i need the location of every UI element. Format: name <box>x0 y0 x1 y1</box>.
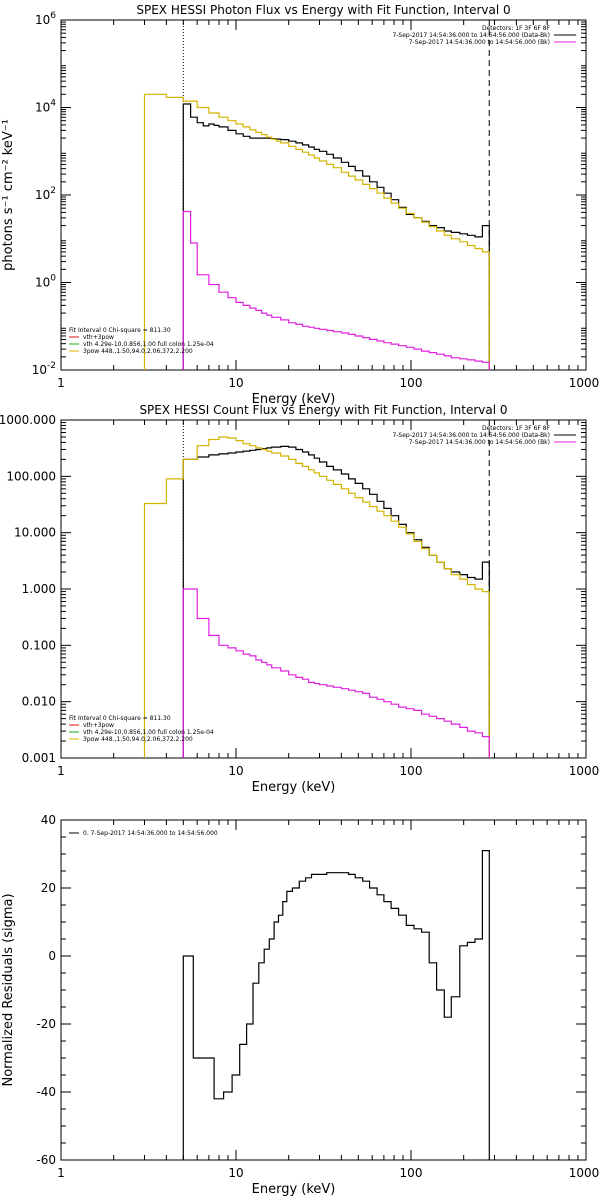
legend-entry-1: 7-Sep-2017 14:54:36.000 to 14:54:56.000 … <box>392 32 550 39</box>
x-axis-label: Energy (keV) <box>252 780 336 795</box>
y-tick-label: 104 <box>35 99 56 115</box>
x-tick-label: 100 <box>400 1166 423 1180</box>
series-line-0 <box>182 445 490 758</box>
y-axis-label: photons s⁻¹ cm⁻² keV⁻¹ <box>1 119 16 271</box>
y-tick-exponent: 0 <box>50 274 56 284</box>
x-tick-label: 1 <box>57 376 65 390</box>
chart-panel-1: SPEX HESSI Count Flux vs Energy with Fit… <box>0 403 599 795</box>
x-tick-label: 100 <box>400 376 423 390</box>
y-tick-label: 0.100 <box>22 638 56 652</box>
legend-entry-0: Detectors: 1F 3F 6F 8F <box>482 425 551 432</box>
plot-frame-2 <box>60 819 587 1161</box>
chart-title-0: SPEX HESSI Photon Flux vs Energy with Fi… <box>136 3 510 17</box>
chart-title-1: SPEX HESSI Count Flux vs Energy with Fit… <box>139 403 507 417</box>
y-tick-label: 0.001 <box>22 751 56 765</box>
y-tick-label: 10.000 <box>14 526 56 540</box>
fit-legend-entry-3: 3pow 448.,1.50,94.0,2.06,372,2.200 <box>83 736 193 743</box>
y-tick-label: 0 <box>48 949 56 963</box>
x-tick-label: 1 <box>57 1166 65 1180</box>
series-line-2 <box>182 210 490 370</box>
y-tick-label: 100.000 <box>6 469 56 483</box>
fit-legend-entry-2: vth 4.29e-10,0.856,1.00 full colon 1.25e… <box>83 729 214 736</box>
series-line-2 <box>182 588 490 758</box>
series-line-0 <box>182 850 490 1160</box>
x-tick-label: 1000 <box>569 1166 600 1180</box>
x-tick-label: 10 <box>228 1166 243 1180</box>
y-tick-label: -60 <box>36 1153 56 1167</box>
y-tick-label: 106 <box>35 11 56 27</box>
y-tick-label: 100 <box>35 274 56 290</box>
x-tick-label: 100 <box>400 764 423 778</box>
chart-panel-2: 1 10 100 1000 -60 -40 -20 0 20 40 Energy (keV) Norm… <box>1 813 599 1197</box>
y-tick-exponent: 6 <box>50 11 56 21</box>
y-tick-label: -40 <box>36 1085 56 1099</box>
fit-legend-entry-1: vth+3pow <box>83 722 114 729</box>
y-tick-label: -20 <box>36 1017 56 1031</box>
y-tick-label: 40 <box>41 813 56 827</box>
fit-legend-entry-3: 3pow 448.,1.50,94.0,2.06,372,2.200 <box>83 348 193 355</box>
series-line-0 <box>182 103 490 370</box>
fit-legend-entry-2: vth 4.29e-10,0.856,1.00 full colon 1.25e… <box>83 341 214 348</box>
fit-legend-entry-1: vth+3pow <box>83 334 114 341</box>
y-tick-label: 102 <box>35 186 56 202</box>
x-tick-label: 1000 <box>569 764 600 778</box>
series-line-1 <box>143 93 490 370</box>
legend-entry-2: 7-Sep-2017 14:54:36.000 to 14:54:56.000 … <box>409 439 550 446</box>
y-tick-exponent: 4 <box>50 99 56 109</box>
y-tick-exponent: -2 <box>47 361 56 371</box>
y-tick-label: 1.000 <box>22 582 56 596</box>
y-tick-label: 20 <box>41 881 56 895</box>
x-axis-label: Energy (keV) <box>252 392 336 407</box>
x-tick-label: 10 <box>228 376 243 390</box>
y-tick-exponent: 2 <box>50 186 56 196</box>
fit-legend-entry-0: Fit Interval 0 Chi-square = 811.30 <box>69 715 171 722</box>
y-tick-label: 10-2 <box>32 361 56 377</box>
residual-legend-entry: 0. 7-Sep-2017 14:54:36.000 to 14:54:56.0… <box>83 830 218 837</box>
series-line-1 <box>143 436 490 758</box>
y-tick-label: 0.010 <box>22 695 56 709</box>
x-tick-label: 1 <box>57 764 65 778</box>
y-axis-label: Normalized Residuals (sigma) <box>1 893 16 1086</box>
legend-entry-1: 7-Sep-2017 14:54:36.000 to 14:54:56.000 … <box>392 432 550 439</box>
legend-entry-2: 7-Sep-2017 14:54:36.000 to 14:54:56.000 … <box>409 39 550 46</box>
legend-entry-0: Detectors: 1F 3F 6F 8F <box>482 25 551 32</box>
x-tick-label: 1000 <box>569 376 600 390</box>
x-tick-label: 10 <box>228 764 243 778</box>
fit-legend-entry-0: Fit Interval 0 Chi-square = 811.30 <box>69 327 171 334</box>
chart-panel-0: SPEX HESSI Photon Flux vs Energy with Fi… <box>1 3 599 407</box>
plot-frame-1 <box>60 419 587 759</box>
y-tick-label: 1000.000 <box>0 413 56 427</box>
plot-frame-0 <box>60 19 587 371</box>
x-axis-label: Energy (keV) <box>252 1182 336 1197</box>
